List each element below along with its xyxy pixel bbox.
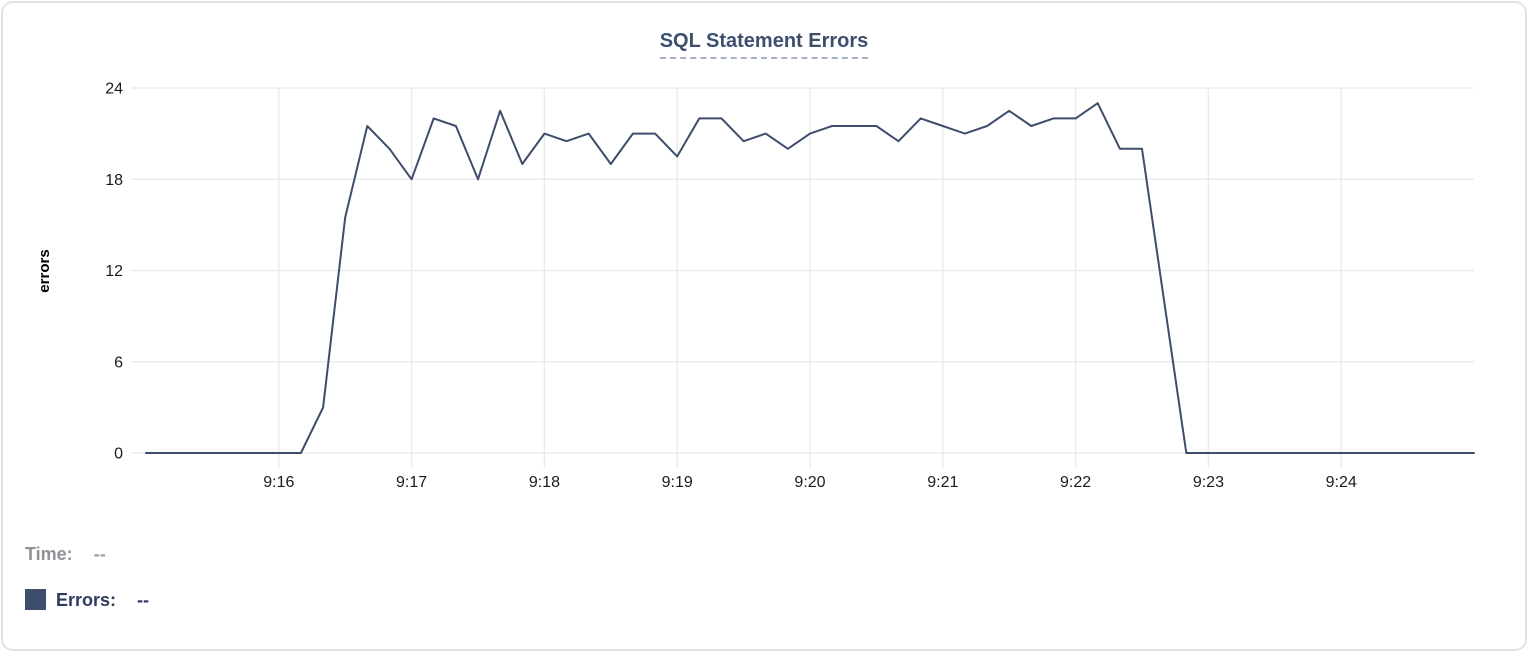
x-tick-label: 9:17 xyxy=(396,474,427,491)
y-tick-label: 6 xyxy=(114,354,123,371)
x-tick-label: 9:22 xyxy=(1060,474,1091,491)
time-label: Time: xyxy=(25,544,73,564)
y-tick-label: 18 xyxy=(105,172,123,189)
y-axis-title: errors xyxy=(36,249,53,292)
chart-title[interactable]: SQL Statement Errors xyxy=(659,30,869,59)
errors-label: Errors: xyxy=(56,590,117,610)
x-tick-label: 9:21 xyxy=(927,474,958,491)
y-tick-label: 12 xyxy=(105,263,123,280)
x-tick-label: 9:23 xyxy=(1193,474,1224,491)
errors-line-chart[interactable]: 0 6 12 18 24 9:16 9:17 9:18 9:19 9:20 9:21 9:22 9:23… xyxy=(3,3,1528,515)
x-tick-label: 9:18 xyxy=(529,474,560,491)
errors-series-line xyxy=(145,102,1475,454)
errors-legend-swatch xyxy=(25,589,46,610)
y-tick-label: 0 xyxy=(114,446,123,463)
errors-value: -- xyxy=(137,590,150,610)
x-tick-label: 9:20 xyxy=(794,474,825,491)
y-tick-label: 24 xyxy=(105,81,123,98)
legend-errors-readout: Errors: -- xyxy=(25,589,149,611)
time-value: -- xyxy=(93,544,106,564)
x-tick-label: 9:16 xyxy=(263,474,294,491)
x-tick-label: 9:24 xyxy=(1326,474,1357,491)
chart-header: SQL Statement Errors xyxy=(3,30,1525,59)
hover-readout-time: Time: -- xyxy=(25,544,106,565)
x-tick-label: 9:19 xyxy=(662,474,693,491)
